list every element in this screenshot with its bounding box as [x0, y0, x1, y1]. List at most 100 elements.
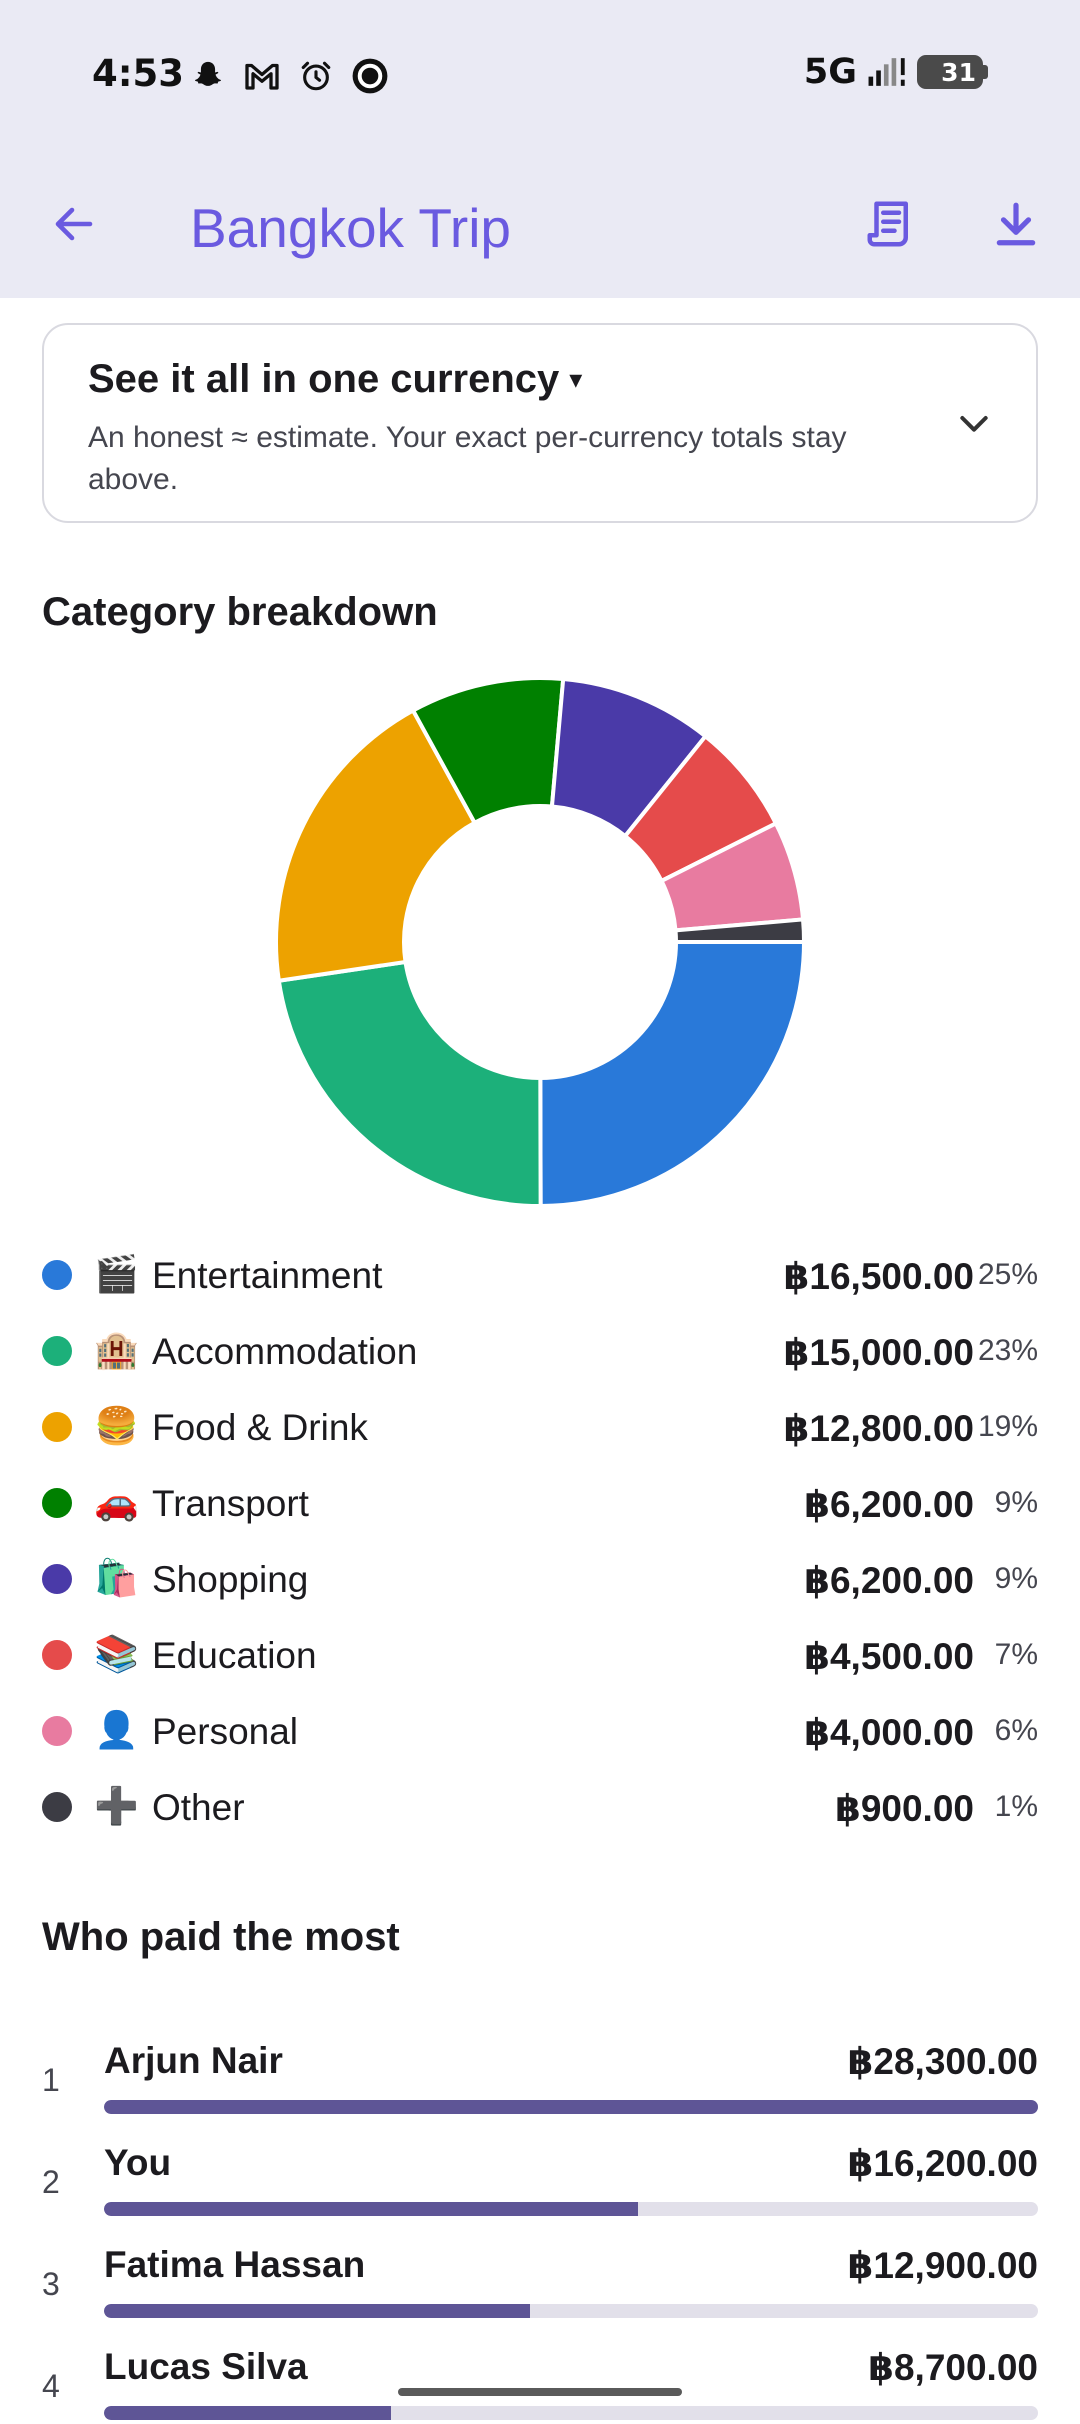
donut-slice-other	[673, 917, 807, 944]
legend-row: 🍔 Food & Drink ฿12,800.00 19%	[42, 1397, 1038, 1457]
battery-indicator: 31	[917, 55, 983, 89]
legend-color-dot	[42, 1564, 72, 1594]
payer-row: 4 Lucas Silva ฿8,700.00	[42, 2336, 1038, 2424]
status-icons	[188, 56, 390, 96]
payer-name: Lucas Silva	[104, 2346, 308, 2387]
payer-row: 3 Fatima Hassan ฿12,900.00	[42, 2234, 1038, 2334]
category-percent: 23%	[977, 1334, 1038, 1367]
network-label: 5G	[803, 52, 857, 92]
payer-amount: ฿28,300.00	[847, 2041, 1038, 2082]
legend-color-dot	[42, 1488, 72, 1518]
alarm-icon	[296, 56, 336, 96]
legend-color-dot	[42, 1336, 72, 1366]
status-right: 5G 31	[804, 52, 988, 92]
download-button[interactable]	[982, 190, 1050, 258]
category-donut-chart	[274, 676, 807, 1209]
page-title: Bangkok Trip	[190, 197, 512, 259]
legend-row: 👤 Personal ฿4,000.00 6%	[42, 1701, 1038, 1761]
payer-rank: 3	[42, 2266, 60, 2302]
payer-amount: ฿8,700.00	[868, 2347, 1038, 2388]
receipt-button[interactable]	[856, 190, 924, 258]
category-percent: 25%	[977, 1258, 1038, 1291]
currency-card[interactable]: See it all in one currency ▾ An honest ≈ …	[42, 323, 1038, 523]
scroll-indicator	[398, 2388, 682, 2396]
legend-row: 🚗 Transport ฿6,200.00 9%	[42, 1473, 1038, 1533]
category-amount: ฿16,500.00	[783, 1256, 974, 1297]
app-bar: Bangkok Trip	[0, 170, 1080, 282]
payer-share-bar	[104, 2202, 639, 2216]
category-percent: 9%	[994, 1562, 1038, 1595]
payer-share-bar	[104, 2406, 391, 2420]
battery-icon: 31	[917, 55, 988, 89]
payer-name: Arjun Nair	[104, 2040, 283, 2081]
category-percent: 9%	[994, 1486, 1038, 1519]
payer-name: You	[104, 2142, 172, 2183]
category-percent: 1%	[994, 1790, 1038, 1823]
category-amount: ฿6,200.00	[804, 1560, 974, 1601]
legend-row: ➕ Other ฿900.00 1%	[42, 1777, 1038, 1837]
category-name: Shopping	[152, 1559, 309, 1600]
back-button[interactable]	[40, 190, 108, 258]
payer-share-bar	[104, 2100, 1038, 2114]
category-percent: 19%	[977, 1410, 1038, 1443]
category-amount: ฿4,000.00	[804, 1712, 974, 1753]
donut-slice-entertainment	[538, 940, 807, 1209]
currency-card-description: An honest ≈ estimate. Your exact per-cur…	[88, 421, 847, 496]
category-amount: ฿12,800.00	[783, 1408, 974, 1449]
category-percent: 6%	[994, 1714, 1038, 1747]
payer-name: Fatima Hassan	[104, 2244, 366, 2285]
payer-share-track	[104, 2100, 1038, 2114]
gmail-icon	[242, 56, 282, 96]
download-icon	[996, 202, 1036, 246]
payer-share-track	[104, 2202, 1038, 2216]
payer-share-bar	[104, 2304, 530, 2318]
category-amount: ฿6,200.00	[804, 1484, 974, 1525]
payer-row: 2 You ฿16,200.00	[42, 2132, 1038, 2232]
circle-app-icon	[350, 56, 390, 96]
category-amount: ฿15,000.00	[783, 1332, 974, 1373]
payer-rank: 1	[42, 2062, 60, 2098]
legend-row: 🛍️ Shopping ฿6,200.00 9%	[42, 1549, 1038, 1609]
legend-row: 🏨 Accommodation ฿15,000.00 23%	[42, 1321, 1038, 1381]
battery-level: 31	[941, 57, 976, 87]
legend-row: 🎬 Entertainment ฿16,500.00 25%	[42, 1245, 1038, 1305]
category-name: Food & Drink	[152, 1407, 368, 1448]
category-emoji: ➕	[94, 1786, 139, 1827]
payer-rank: 2	[42, 2164, 60, 2200]
legend-color-dot	[42, 1640, 72, 1670]
category-emoji: 🛍️	[94, 1558, 139, 1599]
category-name: Transport	[152, 1483, 309, 1524]
status-bar: 4:53 5G 31	[0, 0, 1080, 150]
donut-slice-food-drink	[274, 707, 478, 984]
top-area: 4:53 5G 31	[0, 0, 1080, 298]
category-name: Personal	[152, 1711, 299, 1752]
legend-color-dot	[42, 1412, 72, 1442]
snapchat-icon	[188, 56, 228, 96]
legend-color-dot	[42, 1260, 72, 1290]
category-name: Accommodation	[152, 1331, 418, 1372]
back-arrow-icon	[55, 207, 93, 241]
legend-color-dot	[42, 1792, 72, 1822]
chevron-down-icon	[960, 416, 988, 432]
currency-caret-icon: ▾	[569, 364, 583, 394]
expand-button[interactable]	[948, 397, 1000, 449]
category-breakdown-title: Category breakdown	[42, 590, 438, 634]
category-emoji: 🏨	[94, 1330, 139, 1371]
currency-card-title: See it all in one currency ▾	[88, 357, 582, 402]
category-amount: ฿900.00	[835, 1788, 974, 1829]
who-paid-title: Who paid the most	[42, 1915, 400, 1959]
signal-icon	[867, 52, 907, 92]
receipt-icon	[867, 201, 908, 247]
payer-rank: 4	[42, 2368, 60, 2404]
category-emoji: 🍔	[94, 1406, 139, 1447]
category-emoji: 🎬	[94, 1254, 139, 1295]
category-emoji: 📚	[94, 1634, 139, 1675]
currency-card-title-text: See it all in one currency	[88, 357, 560, 401]
category-name: Education	[152, 1635, 317, 1676]
legend-color-dot	[42, 1716, 72, 1746]
payer-share-track	[104, 2304, 1038, 2318]
payer-amount: ฿12,900.00	[847, 2245, 1038, 2286]
payer-share-track	[104, 2406, 1038, 2420]
category-name: Other	[152, 1787, 245, 1828]
category-emoji: 🚗	[94, 1482, 139, 1523]
